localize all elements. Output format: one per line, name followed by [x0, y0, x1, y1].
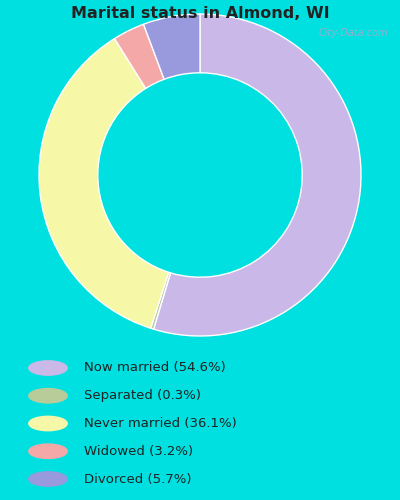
- Circle shape: [29, 361, 67, 375]
- Text: City-Data.com: City-Data.com: [318, 28, 388, 38]
- Circle shape: [29, 416, 67, 430]
- Circle shape: [29, 472, 67, 486]
- Text: Now married (54.6%): Now married (54.6%): [84, 362, 226, 374]
- Text: Separated (0.3%): Separated (0.3%): [84, 389, 201, 402]
- Wedge shape: [151, 272, 170, 329]
- Wedge shape: [144, 14, 200, 80]
- Text: Widowed (3.2%): Widowed (3.2%): [84, 445, 193, 458]
- Text: Marital status in Almond, WI: Marital status in Almond, WI: [71, 6, 329, 21]
- Text: Divorced (5.7%): Divorced (5.7%): [84, 472, 192, 486]
- Text: Never married (36.1%): Never married (36.1%): [84, 417, 237, 430]
- Wedge shape: [39, 38, 169, 329]
- Wedge shape: [114, 24, 164, 88]
- Circle shape: [29, 388, 67, 403]
- Wedge shape: [154, 14, 361, 336]
- Circle shape: [29, 444, 67, 458]
